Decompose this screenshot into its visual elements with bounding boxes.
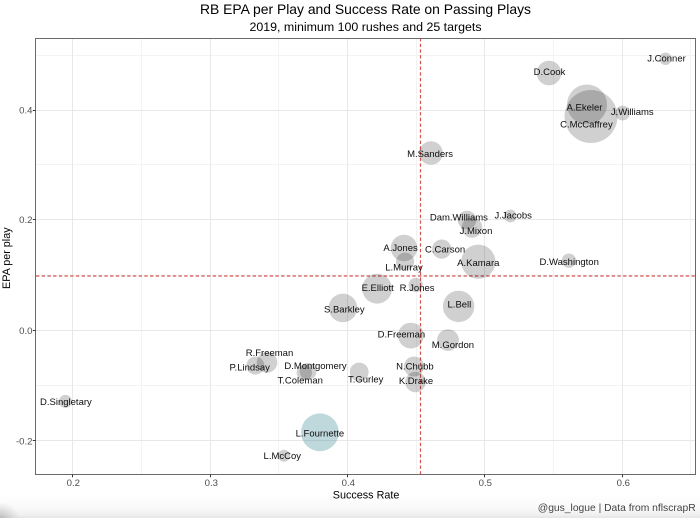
svg-text:J.Mixon: J.Mixon <box>460 226 493 237</box>
svg-text:0.4: 0.4 <box>342 478 356 489</box>
svg-text:D.Montgomery: D.Montgomery <box>284 361 347 372</box>
svg-text:D.Cook: D.Cook <box>534 67 566 78</box>
svg-text:K.Drake: K.Drake <box>399 376 433 387</box>
svg-text:M.Gordon: M.Gordon <box>432 340 474 351</box>
svg-text:A.Jones: A.Jones <box>383 243 418 254</box>
svg-text:R.Freeman: R.Freeman <box>246 348 294 359</box>
svg-text:J.Williams: J.Williams <box>611 107 654 118</box>
svg-text:0.3: 0.3 <box>205 478 218 489</box>
svg-text:2019, minimum 100 rushes and 2: 2019, minimum 100 rushes and 25 targets <box>249 20 481 34</box>
svg-text:D.Washington: D.Washington <box>540 257 599 268</box>
svg-text:J.Jacobs: J.Jacobs <box>494 211 532 222</box>
svg-text:C.Carson: C.Carson <box>425 245 465 256</box>
svg-text:L.Fournette: L.Fournette <box>296 429 345 440</box>
svg-text:T.Gurley: T.Gurley <box>348 375 384 386</box>
svg-text:0.0: 0.0 <box>19 326 32 337</box>
svg-text:P.Lindsay: P.Lindsay <box>229 363 270 374</box>
svg-text:-0.2: -0.2 <box>16 436 33 447</box>
svg-text:T.Coleman: T.Coleman <box>277 375 322 386</box>
svg-text:L.Murray: L.Murray <box>385 263 423 274</box>
svg-text:D.Singletary: D.Singletary <box>40 397 92 408</box>
svg-text:M.Sanders: M.Sanders <box>407 149 453 160</box>
svg-text:A.Ekeler: A.Ekeler <box>567 103 603 114</box>
svg-text:E.Elliott: E.Elliott <box>362 283 395 294</box>
svg-text:N.Chubb: N.Chubb <box>396 362 434 373</box>
svg-text:0.6: 0.6 <box>617 478 630 489</box>
svg-text:0.2: 0.2 <box>19 215 32 226</box>
svg-text:0.5: 0.5 <box>479 478 492 489</box>
svg-text:0.4: 0.4 <box>19 105 33 116</box>
svg-text:L.Bell: L.Bell <box>448 300 472 311</box>
svg-text:J.Conner: J.Conner <box>647 54 686 65</box>
svg-text:R.Jones: R.Jones <box>400 283 435 294</box>
svg-text:L.McCoy: L.McCoy <box>264 451 302 462</box>
svg-text:S.Barkley: S.Barkley <box>324 305 365 316</box>
svg-text:0.2: 0.2 <box>67 478 80 489</box>
svg-text:RB EPA per Play and Success Ra: RB EPA per Play and Success Rate on Pass… <box>200 1 531 17</box>
svg-text:A.Kamara: A.Kamara <box>457 258 500 269</box>
svg-text:C.McCaffrey: C.McCaffrey <box>560 120 613 131</box>
svg-text:EPA per play: EPA per play <box>1 227 13 289</box>
svg-text:D.Freeman: D.Freeman <box>378 329 426 340</box>
svg-text:Dam.Williams: Dam.Williams <box>430 212 488 223</box>
